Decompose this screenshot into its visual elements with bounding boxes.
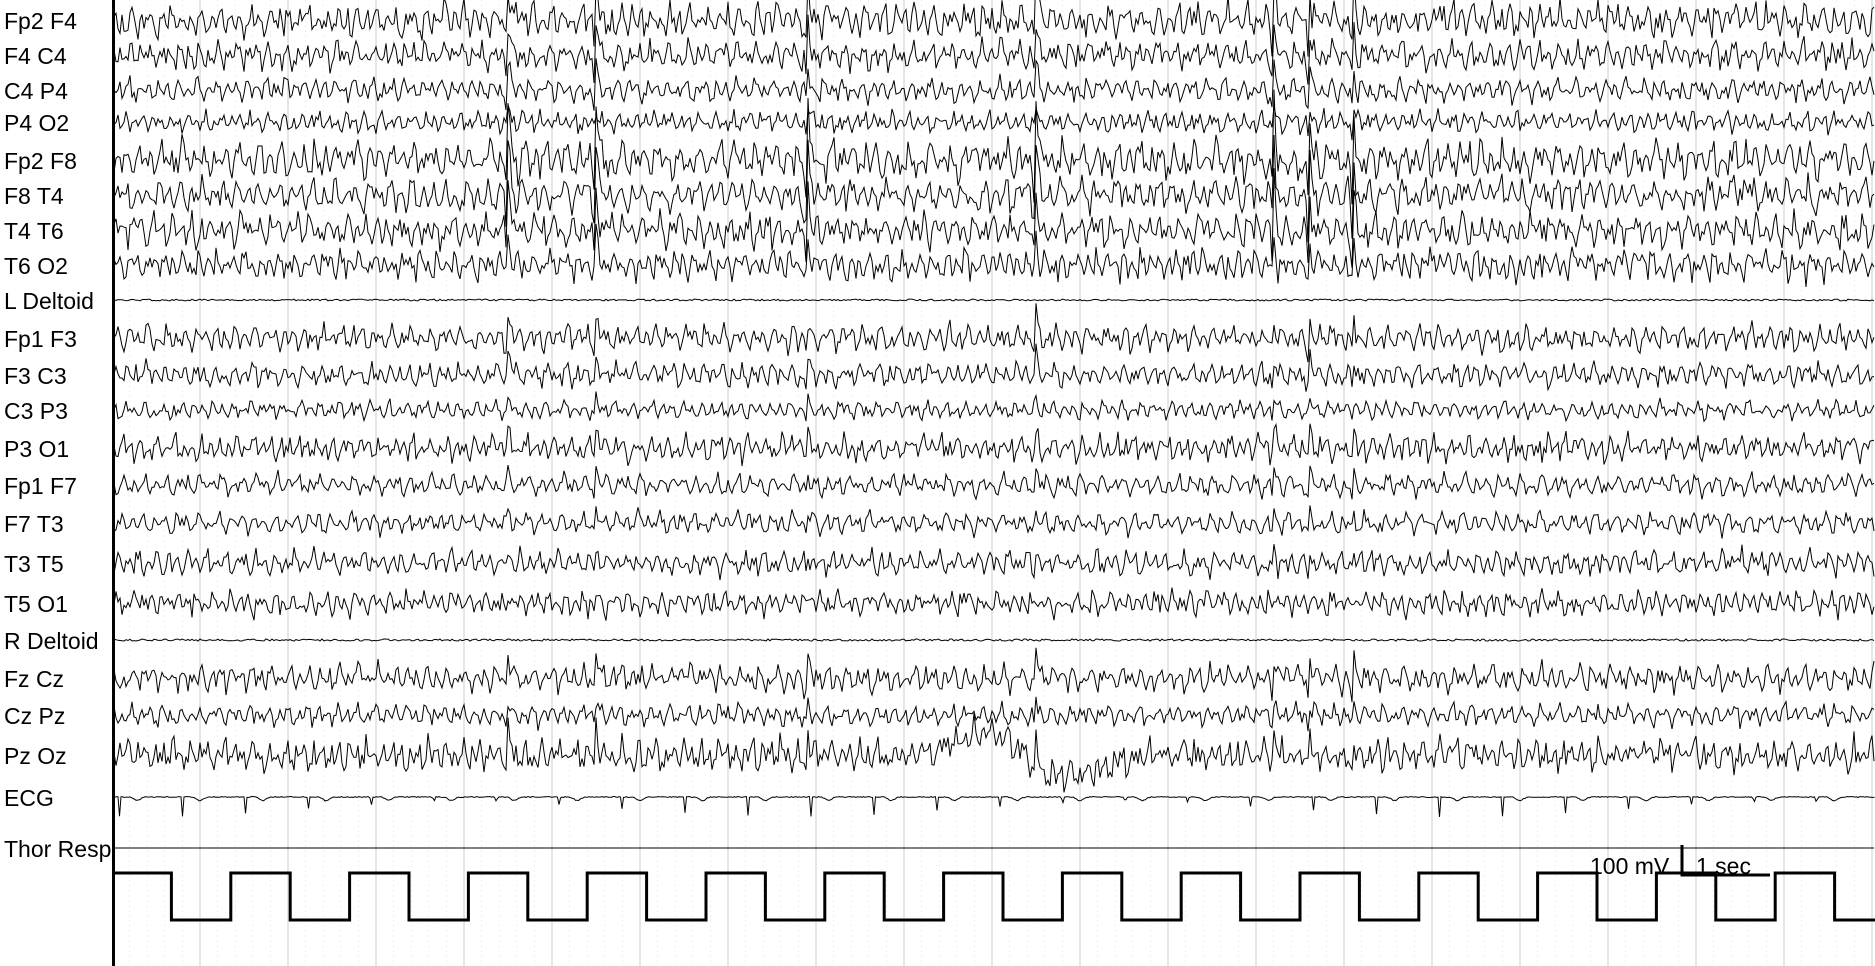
trace-Fp1-F3 bbox=[112, 303, 1874, 362]
channel-label: P3 O1 bbox=[4, 436, 69, 463]
trace-T3-T5 bbox=[112, 544, 1874, 580]
trace-P4-O2 bbox=[112, 105, 1874, 140]
channel-label: T4 T6 bbox=[4, 218, 64, 245]
traces-svg bbox=[112, 0, 1875, 966]
channel-label: Fp1 F7 bbox=[4, 473, 77, 500]
channel-label: P4 O2 bbox=[4, 110, 69, 137]
trace-P3-O1 bbox=[112, 424, 1874, 466]
trace-T4-T6 bbox=[112, 168, 1874, 268]
trace-L-Deltoid bbox=[112, 299, 1874, 301]
channel-label: T3 T5 bbox=[4, 551, 64, 578]
trace-F3-C3 bbox=[112, 344, 1874, 392]
channel-label: C4 P4 bbox=[4, 78, 68, 105]
trace-F7-T3 bbox=[112, 505, 1874, 538]
scale-amplitude-label: 100 mV bbox=[1590, 853, 1669, 880]
trace-area bbox=[112, 0, 1875, 966]
channel-label: Pz Oz bbox=[4, 743, 67, 770]
trace-C4-P4 bbox=[112, 58, 1874, 110]
channel-label: Fp2 F8 bbox=[4, 148, 77, 175]
channel-label: L Deltoid bbox=[4, 288, 94, 315]
trace-Fp1-F7 bbox=[112, 465, 1874, 499]
trace-C3-P3 bbox=[112, 392, 1874, 422]
trace-Fz-Cz bbox=[112, 648, 1874, 702]
eeg-figure: Fp2 F4 F4 C4 C4 P4 P4 O2 Fp2 F8 F8 T4 T4 T6 T6 … bbox=[0, 0, 1875, 966]
trace-ECG bbox=[112, 797, 1875, 817]
channel-label: T6 O2 bbox=[4, 253, 68, 280]
trace-T5-O1 bbox=[112, 588, 1874, 621]
trace-F8-T4 bbox=[112, 135, 1874, 242]
channel-label: F4 C4 bbox=[4, 43, 67, 70]
channel-label: T5 O1 bbox=[4, 591, 68, 618]
channel-label: Fz Cz bbox=[4, 666, 64, 693]
channel-label: C3 P3 bbox=[4, 398, 68, 425]
channel-label: F8 T4 bbox=[4, 183, 64, 210]
scale-time-label: 1 sec bbox=[1696, 853, 1751, 880]
trace-R-Deltoid bbox=[112, 639, 1874, 641]
channel-label: F7 T3 bbox=[4, 511, 64, 538]
trace-Pz-Oz bbox=[112, 713, 1874, 792]
channel-label: Thor Resp bbox=[4, 836, 111, 863]
channel-label: F3 C3 bbox=[4, 363, 67, 390]
channel-label-column: Fp2 F4 F4 C4 C4 P4 P4 O2 Fp2 F8 F8 T4 T4 T6 T6 … bbox=[0, 0, 110, 966]
channel-label: Fp1 F3 bbox=[4, 326, 77, 353]
channel-label: ECG bbox=[4, 785, 54, 812]
trace-F4-C4 bbox=[112, 15, 1874, 85]
channel-label: Fp2 F4 bbox=[4, 8, 77, 35]
channel-label: Cz Pz bbox=[4, 703, 65, 730]
trace-respiration bbox=[112, 873, 1875, 920]
channel-label: R Deltoid bbox=[4, 628, 99, 655]
